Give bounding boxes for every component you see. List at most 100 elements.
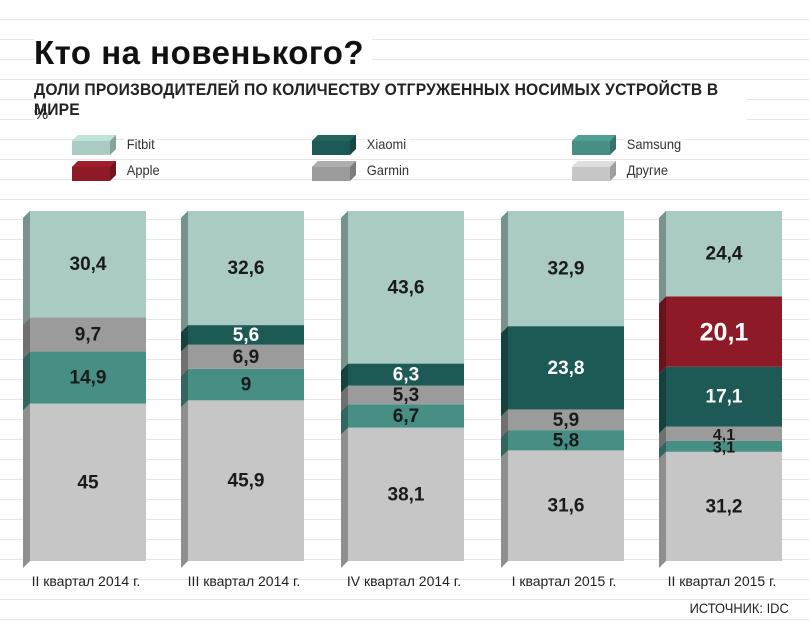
- legend-label: Xiaomi: [364, 136, 409, 152]
- legend-item-xiaomi: Xiaomi: [312, 133, 413, 155]
- data-label-garmin: 4,1: [713, 427, 735, 444]
- chart-subtitle: ДОЛИ ПРОИЗВОДИТЕЛЕЙ ПО КОЛИЧЕСТВУ ОТГРУЖ…: [34, 80, 747, 120]
- bar-side-garmin: [341, 385, 348, 412]
- legend-label: Другие: [624, 162, 671, 178]
- bar-segment-xiaomi: [666, 366, 782, 427]
- data-label-samsung: 5,8: [553, 430, 579, 451]
- bar-segment-apple: [666, 296, 782, 367]
- bar-segment-xiaomi: [188, 325, 304, 345]
- x-tick-label: III квартал 2014 г.: [188, 573, 301, 589]
- bar-segment-fitbit: [508, 211, 624, 327]
- bar-side-garmin: [659, 426, 666, 448]
- bar-segment-garmin: [508, 409, 624, 431]
- data-label-other: 38,1: [388, 484, 425, 505]
- x-tick-label: II квартал 2015 г.: [668, 573, 777, 589]
- legend-label: Apple: [124, 162, 163, 178]
- bar-side-garmin: [181, 344, 188, 376]
- bar-side-xiaomi: [341, 363, 348, 393]
- chart-title: Кто на новенького?: [34, 34, 373, 72]
- legend-item-другие: Другие: [572, 159, 675, 181]
- data-label-garmin: 6,9: [233, 347, 259, 368]
- data-label-fitbit: 24,4: [706, 244, 743, 265]
- bar-side-fitbit: [501, 211, 508, 334]
- bar-side-xiaomi: [659, 366, 666, 434]
- bar-side-other: [181, 400, 188, 568]
- data-label-samsung: 6,7: [393, 406, 419, 427]
- bar-segment-garmin: [30, 317, 146, 352]
- data-label-fitbit: 30,4: [70, 254, 107, 275]
- bar-side-garmin: [23, 317, 30, 359]
- data-label-xiaomi: 17,1: [706, 387, 743, 408]
- data-label-garmin: 5,9: [553, 410, 579, 431]
- bar-side-other: [23, 403, 30, 568]
- legend-label: Fitbit: [124, 136, 158, 152]
- bar-segment-samsung: [30, 351, 146, 404]
- legend-label: Garmin: [364, 162, 412, 178]
- bar-side-samsung: [181, 368, 188, 408]
- bar-bevel: [659, 211, 666, 220]
- legend-swatch: [72, 161, 116, 181]
- data-label-samsung: 9: [241, 375, 252, 396]
- data-label-other: 31,6: [548, 496, 585, 517]
- bar-segment-samsung: [348, 404, 464, 428]
- bar-side-other: [341, 427, 348, 568]
- bar-side-xiaomi: [181, 325, 188, 352]
- bar-bevel: [181, 211, 188, 220]
- data-label-other: 45: [77, 472, 99, 493]
- bar-side-samsung: [659, 440, 666, 459]
- bar-segment-garmin: [188, 344, 304, 369]
- bar-segment-xiaomi: [508, 326, 624, 410]
- bar-side-apple: [659, 296, 666, 374]
- data-label-fitbit: 32,6: [228, 258, 265, 279]
- legend-swatch: [312, 135, 356, 155]
- data-label-samsung: 3,1: [713, 439, 735, 456]
- top-rule: [0, 12, 809, 18]
- bar-segment-fitbit: [666, 211, 782, 297]
- bar-side-xiaomi: [501, 326, 508, 417]
- data-label-xiaomi: 5,6: [233, 325, 259, 346]
- bar-segment-garmin: [666, 426, 782, 441]
- bar-side-fitbit: [23, 211, 30, 325]
- bar-segment-fitbit: [188, 211, 304, 326]
- bar-side-fitbit: [341, 211, 348, 371]
- data-label-garmin: 9,7: [75, 324, 101, 345]
- bar-bevel: [501, 211, 508, 220]
- bar-segment-other: [348, 427, 464, 561]
- bar-segment-samsung: [666, 440, 782, 452]
- legend-swatch: [312, 161, 356, 181]
- bar-segment-samsung: [508, 430, 624, 451]
- data-label-samsung: 14,9: [70, 367, 107, 388]
- bar-segment-xiaomi: [348, 363, 464, 386]
- legend-swatch: [72, 135, 116, 155]
- source-note: ИСТОЧНИК: IDC: [689, 600, 789, 616]
- legend-item-fitbit: Fitbit: [72, 133, 160, 155]
- data-label-xiaomi: 6,3: [393, 365, 419, 386]
- bar-segment-fitbit: [30, 211, 146, 318]
- legend-label: Samsung: [624, 136, 684, 152]
- unit-label: %: [34, 106, 49, 123]
- legend-item-garmin: Garmin: [312, 159, 416, 181]
- bar-segment-other: [30, 403, 146, 561]
- legend-swatch: [572, 161, 616, 181]
- bar-segment-garmin: [348, 385, 464, 405]
- bar-side-garmin: [501, 409, 508, 438]
- bar-side-samsung: [501, 430, 508, 458]
- bar-side-fitbit: [181, 211, 188, 333]
- bar-side-samsung: [341, 404, 348, 435]
- data-label-other: 31,2: [706, 496, 743, 517]
- data-label-other: 45,9: [228, 471, 265, 492]
- bar-segment-samsung: [188, 368, 304, 401]
- data-label-xiaomi: 23,8: [548, 358, 585, 379]
- legend-item-samsung: Samsung: [572, 133, 689, 155]
- bar-segment-fitbit: [348, 211, 464, 364]
- bar-segment-other: [188, 400, 304, 561]
- bar-side-other: [501, 450, 508, 568]
- x-tick-label: II квартал 2014 г.: [32, 573, 141, 589]
- data-label-fitbit: 32,9: [548, 259, 585, 280]
- bar-side-samsung: [23, 351, 30, 411]
- legend-item-apple: Apple: [72, 159, 166, 181]
- bar-bevel: [341, 211, 348, 220]
- bar-segment-other: [666, 451, 782, 561]
- bar-segment-other: [508, 450, 624, 561]
